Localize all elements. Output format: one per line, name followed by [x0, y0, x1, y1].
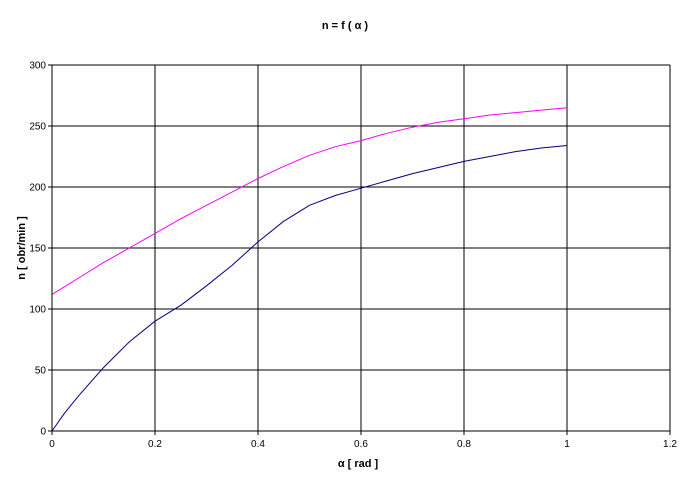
y-tick-label: 0 [40, 427, 46, 438]
series-group [51, 107, 568, 432]
y-tick-label: 300 [29, 61, 46, 72]
y-tick-label: 150 [29, 244, 46, 255]
x-tick-label: 1 [564, 439, 570, 450]
grid [52, 64, 671, 431]
x-tick-label: 0.6 [354, 439, 368, 450]
series-line-2 [51, 145, 568, 432]
y-axis-ticks: 0 50 100 150 200 250 300 [29, 61, 52, 438]
y-tick-label: 50 [35, 366, 47, 377]
y-tick-label: 200 [29, 183, 46, 194]
series-line-1 [51, 107, 568, 295]
chart-title: n = f ( α ) [322, 20, 369, 32]
x-tick-label: 0.4 [251, 439, 265, 450]
x-axis-label: α [ rad ] [338, 458, 379, 470]
x-tick-label: 0.8 [457, 439, 471, 450]
x-tick-label: 1.2 [663, 439, 677, 450]
x-axis-ticks: 0 0.2 0.4 0.6 0.8 1 1.2 [49, 431, 677, 450]
y-tick-label: 100 [29, 305, 46, 316]
x-tick-label: 0.2 [148, 439, 162, 450]
y-tick-label: 250 [29, 122, 46, 133]
x-tick-label: 0 [49, 439, 55, 450]
y-axis-label: n [ obr/min ] [16, 216, 28, 280]
